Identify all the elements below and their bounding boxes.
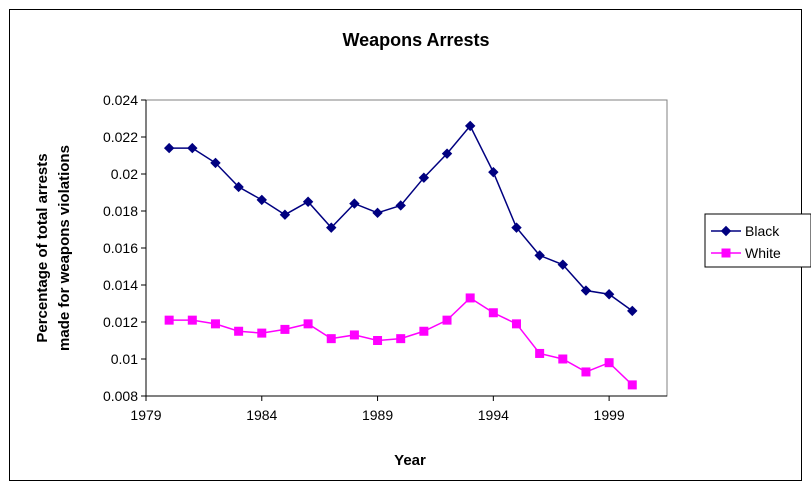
data-point-white — [604, 358, 614, 368]
data-point-black — [441, 148, 453, 159]
data-point-white — [581, 367, 591, 377]
x-tick-label: 1984 — [246, 407, 277, 423]
legend-item-white: White — [711, 245, 781, 261]
data-point-white — [326, 334, 336, 344]
y-tick-label: 0.008 — [103, 388, 138, 404]
y-axis: 0.008 0.01 0.012 0.014 0.016 0.018 0.02 0.022 0.… — [103, 92, 147, 404]
series-layer — [163, 120, 638, 390]
data-point-black — [187, 142, 198, 154]
data-point-white — [535, 348, 545, 358]
data-point-white — [396, 334, 406, 344]
data-point-black — [233, 181, 244, 193]
data-point-black — [279, 209, 291, 220]
data-point-white — [465, 293, 475, 303]
data-point-white — [419, 326, 429, 336]
data-point-white — [488, 308, 498, 318]
legend: Black White — [711, 223, 781, 261]
y-axis-title: Percentage of total arrests made for wea… — [34, 145, 73, 351]
y-tick-label: 0.01 — [111, 351, 138, 367]
data-point-black — [418, 172, 430, 183]
x-axis-title: Year — [394, 452, 426, 469]
plot-area — [145, 99, 668, 397]
data-point-black — [256, 194, 267, 206]
series-black — [163, 120, 638, 317]
legend-label-black: Black — [745, 223, 780, 239]
data-point-white — [442, 315, 452, 325]
x-axis: 1979 1984 1989 1994 1999 — [130, 395, 667, 423]
data-point-white — [511, 319, 521, 329]
data-point-black — [349, 198, 360, 209]
y-tick-label: 0.022 — [103, 129, 138, 145]
data-point-white — [257, 328, 267, 338]
data-point-black — [488, 166, 499, 178]
y-axis-title-line-2: made for weapons violations — [56, 145, 73, 351]
data-point-black — [603, 289, 615, 300]
data-point-white — [627, 380, 637, 390]
data-point-black — [464, 120, 476, 132]
data-point-black — [511, 222, 522, 233]
data-point-white — [234, 326, 244, 336]
legend-marker-black — [720, 225, 732, 237]
data-point-black — [395, 200, 406, 211]
data-point-white — [373, 336, 383, 345]
y-tick-label: 0.018 — [103, 203, 138, 219]
data-point-white — [349, 330, 359, 340]
y-tick-label: 0.02 — [111, 166, 138, 182]
legend-marker-white — [721, 248, 731, 258]
y-tick-label: 0.024 — [103, 92, 138, 108]
data-point-black — [534, 250, 545, 261]
data-point-white — [280, 324, 290, 334]
y-tick-label: 0.012 — [103, 314, 138, 330]
x-tick-label: 1999 — [594, 407, 625, 423]
legend-item-black: Black — [711, 223, 780, 239]
series-white — [164, 293, 637, 390]
data-point-black — [557, 259, 569, 270]
data-point-white — [303, 319, 313, 329]
y-axis-title-line-1: Percentage of total arrests — [34, 153, 51, 342]
y-tick-label: 0.014 — [103, 277, 138, 293]
data-point-white — [164, 315, 174, 325]
data-point-black — [580, 285, 592, 296]
data-point-black — [302, 196, 314, 207]
data-point-white — [187, 315, 197, 325]
data-point-black — [627, 305, 638, 317]
chart-title: Weapons Arrests — [342, 30, 489, 50]
data-point-black — [163, 142, 175, 154]
x-tick-label: 1979 — [130, 407, 161, 423]
data-point-black — [210, 157, 221, 169]
y-tick-label: 0.016 — [103, 240, 138, 256]
legend-label-white: White — [745, 245, 781, 261]
legend-box — [704, 213, 811, 268]
data-point-black — [372, 207, 383, 219]
x-tick-label: 1989 — [362, 407, 393, 423]
x-tick-label: 1994 — [478, 407, 509, 423]
data-point-white — [558, 354, 568, 364]
data-point-white — [210, 319, 220, 329]
data-point-black — [326, 222, 337, 233]
